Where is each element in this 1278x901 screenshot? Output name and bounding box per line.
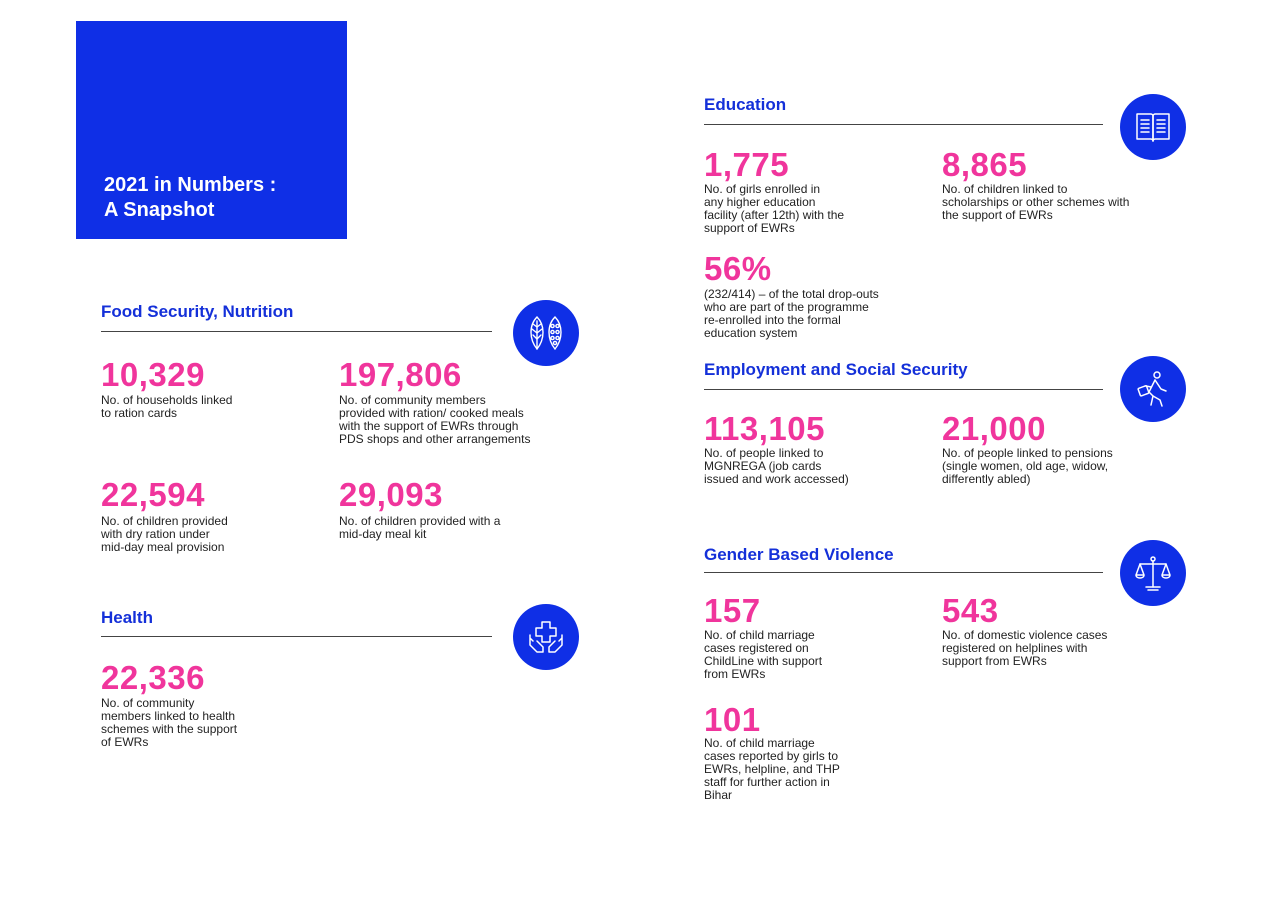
gbv-rule [704, 572, 1103, 573]
scales-of-justice-icon [1120, 540, 1186, 606]
stat-value: 21,000 [942, 410, 1046, 447]
health-title: Health [101, 608, 153, 627]
stat-description: No. of children linked to scholarships o… [942, 182, 1130, 222]
walking-person-briefcase-icon [1120, 356, 1186, 422]
open-book-icon [1120, 94, 1186, 160]
gbv-title: Gender Based Violence [704, 545, 894, 564]
stat-description: No. of children provided with dry ration… [101, 514, 228, 554]
stat-description: No. of child marriage cases registered o… [704, 628, 823, 681]
stat-value: 22,336 [101, 659, 205, 696]
stat-description: No. of community members provided with r… [339, 393, 531, 446]
education-title: Education [704, 95, 787, 114]
stat-description: No. of girls enrolled in any higher educ… [704, 182, 845, 235]
stat-value: 197,806 [339, 356, 462, 393]
stat-value: 10,329 [101, 356, 205, 393]
stat-value: 29,093 [339, 476, 443, 513]
education-rule [704, 124, 1103, 125]
stat-description: No. of children provided with a mid-day … [339, 514, 501, 541]
stat-description: (232/414) – of the total drop-outs who a… [704, 287, 879, 340]
hero-block: 2021 in Numbers : A Snapshot [76, 21, 347, 239]
stat-description: No. of domestic violence cases registere… [942, 628, 1108, 668]
health-rule [101, 636, 492, 637]
stat-value: 22,594 [101, 476, 205, 513]
stat-value: 101 [704, 701, 761, 738]
stat-description: No. of people linked to pensions (single… [942, 446, 1113, 486]
stat-description: No. of households linked to ration cards [101, 393, 233, 420]
stat-description: No. of people linked to MGNREGA (job car… [704, 446, 849, 486]
stat-value: 113,105 [704, 410, 825, 447]
stat-description: No. of community members linked to healt… [101, 696, 238, 749]
employment-title: Employment and Social Security [704, 360, 968, 379]
food-security-title: Food Security, Nutrition [101, 302, 294, 321]
stat-value: 8,865 [942, 146, 1028, 183]
leaves-seeds-icon [513, 300, 579, 366]
stat-value: 1,775 [704, 146, 790, 183]
hands-cross-icon [513, 604, 579, 670]
food-security-rule [101, 331, 492, 332]
hero-title: 2021 in Numbers : A Snapshot [104, 174, 277, 221]
stat-value: 543 [942, 592, 999, 629]
stat-value: 56% [704, 250, 772, 287]
stat-value: 157 [704, 592, 761, 629]
stat-description: No. of child marriage cases reported by … [704, 736, 840, 802]
employment-rule [704, 389, 1103, 390]
